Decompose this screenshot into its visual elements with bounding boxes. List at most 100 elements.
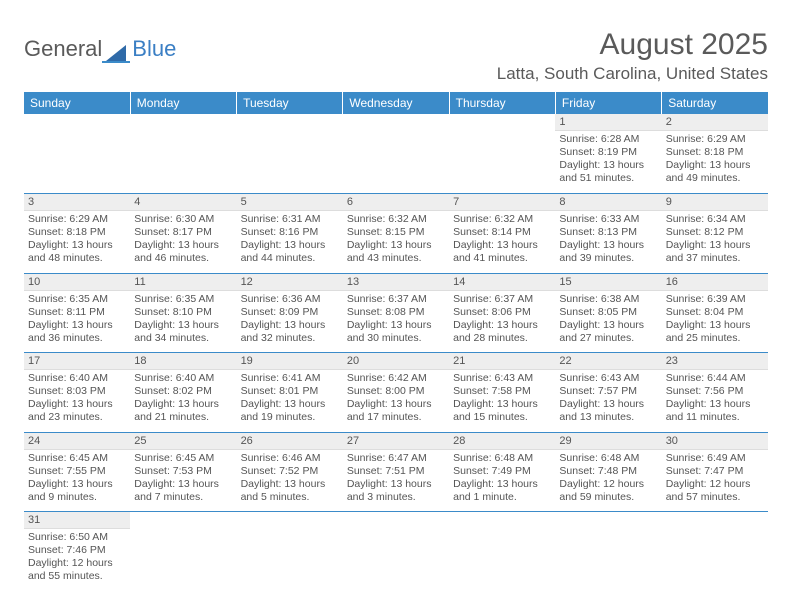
day-details: Sunrise: 6:49 AMSunset: 7:47 PMDaylight:…: [662, 450, 768, 505]
day-number: 12: [237, 274, 343, 291]
day-details: Sunrise: 6:29 AMSunset: 8:18 PMDaylight:…: [24, 211, 130, 266]
day-details: Sunrise: 6:35 AMSunset: 8:11 PMDaylight:…: [24, 291, 130, 346]
day-details: Sunrise: 6:39 AMSunset: 8:04 PMDaylight:…: [662, 291, 768, 346]
calendar-day-cell: 23Sunrise: 6:44 AMSunset: 7:56 PMDayligh…: [662, 353, 768, 432]
month-title: August 2025: [497, 28, 768, 62]
day-details: Sunrise: 6:43 AMSunset: 7:57 PMDaylight:…: [555, 370, 661, 425]
calendar-day-cell: 3Sunrise: 6:29 AMSunset: 8:18 PMDaylight…: [24, 194, 130, 273]
day-number: 19: [237, 353, 343, 370]
calendar-day-cell: 2Sunrise: 6:29 AMSunset: 8:18 PMDaylight…: [662, 114, 768, 193]
calendar-day-cell: 13Sunrise: 6:37 AMSunset: 8:08 PMDayligh…: [343, 273, 449, 352]
calendar-day-cell: 28Sunrise: 6:48 AMSunset: 7:49 PMDayligh…: [449, 432, 555, 511]
day-number: 17: [24, 353, 130, 370]
day-details: Sunrise: 6:37 AMSunset: 8:08 PMDaylight:…: [343, 291, 449, 346]
day-details: Sunrise: 6:28 AMSunset: 8:19 PMDaylight:…: [555, 131, 661, 186]
day-details: Sunrise: 6:31 AMSunset: 8:16 PMDaylight:…: [237, 211, 343, 266]
header-row: General Blue August 2025 Latta, South Ca…: [24, 28, 768, 84]
calendar-day-cell: 15Sunrise: 6:38 AMSunset: 8:05 PMDayligh…: [555, 273, 661, 352]
calendar-day-cell: 20Sunrise: 6:42 AMSunset: 8:00 PMDayligh…: [343, 353, 449, 432]
logo-text-general: General: [24, 36, 102, 62]
day-details: Sunrise: 6:47 AMSunset: 7:51 PMDaylight:…: [343, 450, 449, 505]
calendar-day-cell: 24Sunrise: 6:45 AMSunset: 7:55 PMDayligh…: [24, 432, 130, 511]
day-number: 8: [555, 194, 661, 211]
logo-text-blue: Blue: [132, 36, 176, 62]
calendar-day-cell: 16Sunrise: 6:39 AMSunset: 8:04 PMDayligh…: [662, 273, 768, 352]
column-header: Monday: [130, 92, 236, 114]
calendar-day-cell: [130, 114, 236, 193]
title-block: August 2025 Latta, South Carolina, Unite…: [497, 28, 768, 84]
day-number: 18: [130, 353, 236, 370]
day-details: Sunrise: 6:32 AMSunset: 8:15 PMDaylight:…: [343, 211, 449, 266]
day-number: 15: [555, 274, 661, 291]
calendar-day-cell: 30Sunrise: 6:49 AMSunset: 7:47 PMDayligh…: [662, 432, 768, 511]
calendar-day-cell: 14Sunrise: 6:37 AMSunset: 8:06 PMDayligh…: [449, 273, 555, 352]
day-number: 31: [24, 512, 130, 529]
calendar-week-row: 3Sunrise: 6:29 AMSunset: 8:18 PMDaylight…: [24, 194, 768, 273]
day-details: Sunrise: 6:35 AMSunset: 8:10 PMDaylight:…: [130, 291, 236, 346]
day-details: Sunrise: 6:37 AMSunset: 8:06 PMDaylight:…: [449, 291, 555, 346]
day-number: 29: [555, 433, 661, 450]
calendar-day-cell: [237, 114, 343, 193]
day-number: 13: [343, 274, 449, 291]
day-details: Sunrise: 6:30 AMSunset: 8:17 PMDaylight:…: [130, 211, 236, 266]
calendar-day-cell: 26Sunrise: 6:46 AMSunset: 7:52 PMDayligh…: [237, 432, 343, 511]
day-number: 22: [555, 353, 661, 370]
column-header: Thursday: [449, 92, 555, 114]
calendar-day-cell: 21Sunrise: 6:43 AMSunset: 7:58 PMDayligh…: [449, 353, 555, 432]
day-details: Sunrise: 6:45 AMSunset: 7:53 PMDaylight:…: [130, 450, 236, 505]
day-details: Sunrise: 6:29 AMSunset: 8:18 PMDaylight:…: [662, 131, 768, 186]
day-details: Sunrise: 6:43 AMSunset: 7:58 PMDaylight:…: [449, 370, 555, 425]
day-details: Sunrise: 6:40 AMSunset: 8:02 PMDaylight:…: [130, 370, 236, 425]
day-number: 24: [24, 433, 130, 450]
calendar-day-cell: [555, 512, 661, 591]
day-number: 16: [662, 274, 768, 291]
day-details: Sunrise: 6:42 AMSunset: 8:00 PMDaylight:…: [343, 370, 449, 425]
day-number: 26: [237, 433, 343, 450]
day-details: Sunrise: 6:48 AMSunset: 7:49 PMDaylight:…: [449, 450, 555, 505]
calendar-day-cell: 1Sunrise: 6:28 AMSunset: 8:19 PMDaylight…: [555, 114, 661, 193]
calendar-day-cell: 6Sunrise: 6:32 AMSunset: 8:15 PMDaylight…: [343, 194, 449, 273]
calendar-week-row: 1Sunrise: 6:28 AMSunset: 8:19 PMDaylight…: [24, 114, 768, 193]
calendar-day-cell: 25Sunrise: 6:45 AMSunset: 7:53 PMDayligh…: [130, 432, 236, 511]
column-header: Sunday: [24, 92, 130, 114]
day-number: 11: [130, 274, 236, 291]
day-number: 3: [24, 194, 130, 211]
calendar-week-row: 17Sunrise: 6:40 AMSunset: 8:03 PMDayligh…: [24, 353, 768, 432]
calendar-week-row: 10Sunrise: 6:35 AMSunset: 8:11 PMDayligh…: [24, 273, 768, 352]
calendar-day-cell: 17Sunrise: 6:40 AMSunset: 8:03 PMDayligh…: [24, 353, 130, 432]
logo-sail-icon: [102, 43, 130, 63]
day-details: Sunrise: 6:36 AMSunset: 8:09 PMDaylight:…: [237, 291, 343, 346]
day-details: Sunrise: 6:34 AMSunset: 8:12 PMDaylight:…: [662, 211, 768, 266]
day-number: 7: [449, 194, 555, 211]
calendar-week-row: 31Sunrise: 6:50 AMSunset: 7:46 PMDayligh…: [24, 512, 768, 591]
logo: General Blue: [24, 28, 176, 62]
calendar-day-cell: 29Sunrise: 6:48 AMSunset: 7:48 PMDayligh…: [555, 432, 661, 511]
day-number: 5: [237, 194, 343, 211]
column-header: Wednesday: [343, 92, 449, 114]
calendar-day-cell: 31Sunrise: 6:50 AMSunset: 7:46 PMDayligh…: [24, 512, 130, 591]
day-details: Sunrise: 6:48 AMSunset: 7:48 PMDaylight:…: [555, 450, 661, 505]
day-number: 25: [130, 433, 236, 450]
calendar-day-cell: 10Sunrise: 6:35 AMSunset: 8:11 PMDayligh…: [24, 273, 130, 352]
day-details: Sunrise: 6:40 AMSunset: 8:03 PMDaylight:…: [24, 370, 130, 425]
calendar-day-cell: [130, 512, 236, 591]
calendar-day-cell: [449, 114, 555, 193]
calendar-day-cell: 8Sunrise: 6:33 AMSunset: 8:13 PMDaylight…: [555, 194, 661, 273]
day-number: 9: [662, 194, 768, 211]
day-number: 6: [343, 194, 449, 211]
calendar-page: General Blue August 2025 Latta, South Ca…: [0, 0, 792, 591]
day-number: 14: [449, 274, 555, 291]
day-number: 20: [343, 353, 449, 370]
column-header: Tuesday: [237, 92, 343, 114]
day-number: 28: [449, 433, 555, 450]
day-number: 21: [449, 353, 555, 370]
day-details: Sunrise: 6:46 AMSunset: 7:52 PMDaylight:…: [237, 450, 343, 505]
day-details: Sunrise: 6:33 AMSunset: 8:13 PMDaylight:…: [555, 211, 661, 266]
calendar-day-cell: 22Sunrise: 6:43 AMSunset: 7:57 PMDayligh…: [555, 353, 661, 432]
calendar-day-cell: 12Sunrise: 6:36 AMSunset: 8:09 PMDayligh…: [237, 273, 343, 352]
column-header: Friday: [555, 92, 661, 114]
calendar-body: 1Sunrise: 6:28 AMSunset: 8:19 PMDaylight…: [24, 114, 768, 591]
calendar-day-cell: 5Sunrise: 6:31 AMSunset: 8:16 PMDaylight…: [237, 194, 343, 273]
calendar-day-cell: 4Sunrise: 6:30 AMSunset: 8:17 PMDaylight…: [130, 194, 236, 273]
calendar-day-cell: [343, 512, 449, 591]
